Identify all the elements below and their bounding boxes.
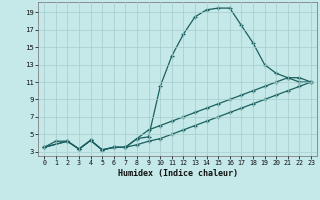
X-axis label: Humidex (Indice chaleur): Humidex (Indice chaleur)	[118, 169, 238, 178]
